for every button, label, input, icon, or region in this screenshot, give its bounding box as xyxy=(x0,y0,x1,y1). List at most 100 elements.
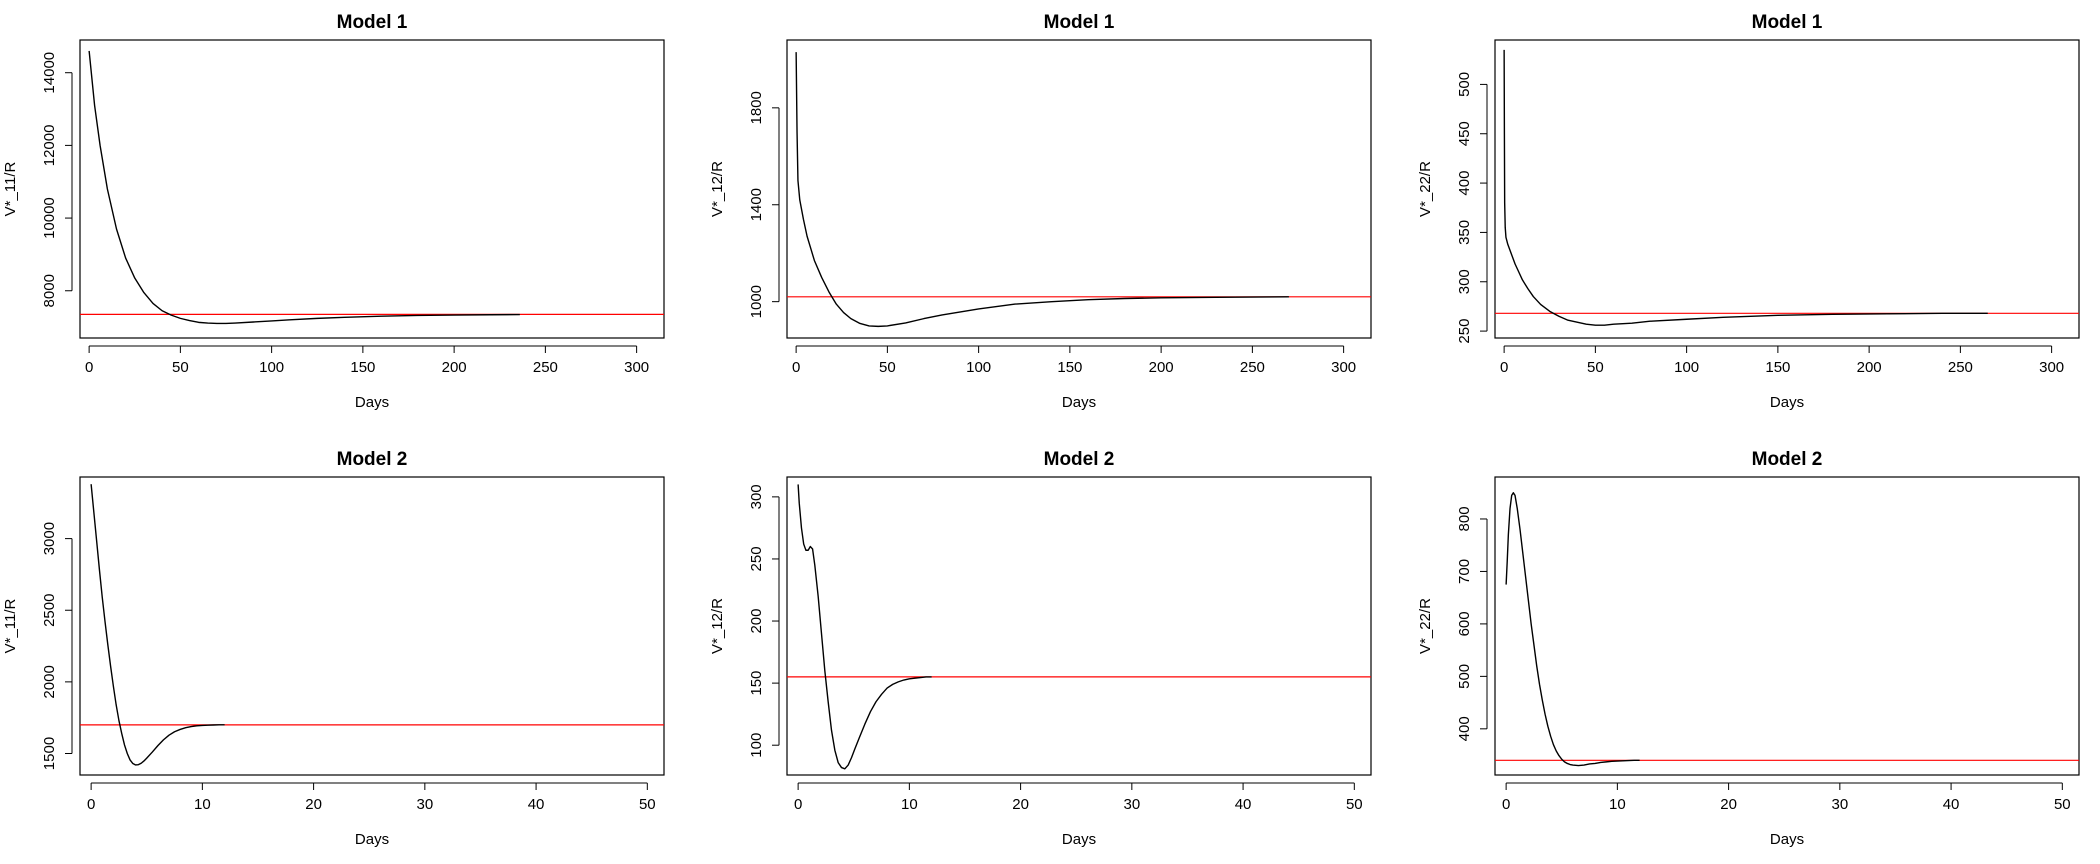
plot-frame xyxy=(786,39,1372,339)
x-tick-label: 50 xyxy=(1346,796,1363,813)
y-tick-label: 1800 xyxy=(748,91,765,124)
chart-title: Model 2 xyxy=(337,449,408,470)
series-line xyxy=(1505,492,1640,767)
chart-title: Model 1 xyxy=(1044,12,1115,33)
x-tick-label: 40 xyxy=(1943,796,1960,813)
x-tick-label: 20 xyxy=(1720,796,1737,813)
y-tick-label: 200 xyxy=(748,609,765,634)
x-tick-label: 250 xyxy=(1948,359,1973,376)
x-tick-label: 30 xyxy=(1831,796,1848,813)
chart-panel-6: Model 2 0 10 20 30 40 50 400 500 600 700 800 Days V*_… xyxy=(1417,449,2080,848)
x-tick-label: 150 xyxy=(1765,359,1790,376)
y-axis-label: V*_12/R xyxy=(709,161,726,217)
x-axis-label: Days xyxy=(1770,394,1804,411)
chart-panel-2: Model 1 0 50 100 150 200 250 300 1000 1400 1800 Day… xyxy=(709,12,1372,411)
plot-frame xyxy=(79,476,665,776)
x-tick-label: 50 xyxy=(172,359,189,376)
plot-frame xyxy=(1494,39,2080,339)
x-tick-label: 0 xyxy=(792,359,800,376)
chart-panel-4: Model 2 0 10 20 30 40 50 1500 2000 2500 3000 Days V*… xyxy=(2,449,665,848)
series-line xyxy=(90,484,225,766)
y-tick-label: 8000 xyxy=(41,274,58,307)
chart-title: Model 1 xyxy=(1752,12,1823,33)
y-tick-label: 600 xyxy=(1456,611,1473,636)
x-tick-label: 50 xyxy=(879,359,896,376)
x-tick-label: 0 xyxy=(87,796,95,813)
y-tick-label: 300 xyxy=(1456,269,1473,294)
series-line xyxy=(797,484,932,770)
plot-frame xyxy=(79,39,665,339)
x-axis-label: Days xyxy=(1062,831,1096,848)
x-tick-label: 0 xyxy=(794,796,802,813)
x-tick-label: 20 xyxy=(305,796,322,813)
y-tick-label: 14000 xyxy=(41,52,58,94)
plot-frame xyxy=(1494,476,2080,776)
chart-title: Model 2 xyxy=(1752,449,1823,470)
chart-panel-1: Model 1 0 50 100 150 200 250 300 8000 10000 12000 1… xyxy=(2,12,665,411)
y-tick-label: 150 xyxy=(748,671,765,696)
y-tick-label: 450 xyxy=(1456,121,1473,146)
x-tick-label: 300 xyxy=(624,359,649,376)
x-tick-label: 250 xyxy=(533,359,558,376)
x-tick-label: 30 xyxy=(1123,796,1140,813)
x-tick-label: 100 xyxy=(1674,359,1699,376)
y-tick-label: 250 xyxy=(1456,319,1473,344)
y-axis-label: V*_22/R xyxy=(1417,161,1434,217)
x-tick-label: 250 xyxy=(1240,359,1265,376)
y-tick-label: 3000 xyxy=(41,522,58,555)
chart-title: Model 1 xyxy=(337,12,408,33)
series-line xyxy=(795,52,1289,328)
x-axis-label: Days xyxy=(1770,831,1804,848)
y-tick-label: 1500 xyxy=(41,737,58,770)
plot-frame xyxy=(786,476,1372,776)
y-tick-label: 800 xyxy=(1456,506,1473,531)
x-tick-label: 200 xyxy=(1857,359,1882,376)
y-tick-label: 350 xyxy=(1456,220,1473,245)
x-tick-label: 50 xyxy=(639,796,656,813)
x-tick-label: 10 xyxy=(901,796,918,813)
x-axis-label: Days xyxy=(355,394,389,411)
y-tick-label: 400 xyxy=(1456,716,1473,741)
x-tick-label: 300 xyxy=(2039,359,2064,376)
y-tick-label: 500 xyxy=(1456,664,1473,689)
x-tick-label: 0 xyxy=(1500,359,1508,376)
x-tick-label: 0 xyxy=(85,359,93,376)
x-tick-label: 100 xyxy=(259,359,284,376)
x-tick-label: 300 xyxy=(1331,359,1356,376)
x-tick-label: 40 xyxy=(528,796,545,813)
y-axis-label: V*_11/R xyxy=(2,161,19,216)
x-tick-label: 0 xyxy=(1502,796,1510,813)
y-tick-label: 500 xyxy=(1456,72,1473,97)
x-tick-label: 20 xyxy=(1012,796,1029,813)
x-tick-label: 200 xyxy=(442,359,467,376)
chart-title: Model 2 xyxy=(1044,449,1115,470)
x-tick-label: 150 xyxy=(1057,359,1082,376)
series-line xyxy=(88,50,520,325)
y-tick-label: 100 xyxy=(748,733,765,758)
x-tick-label: 30 xyxy=(416,796,433,813)
y-tick-label: 700 xyxy=(1456,559,1473,584)
y-axis-label: V*_11/R xyxy=(2,598,19,653)
x-tick-label: 10 xyxy=(1609,796,1626,813)
x-axis-label: Days xyxy=(1062,394,1096,411)
y-tick-label: 250 xyxy=(748,546,765,571)
x-axis-label: Days xyxy=(355,831,389,848)
y-tick-label: 10000 xyxy=(41,197,58,239)
chart-panel-5: Model 2 0 10 20 30 40 50 100 150 200 250 300 Days V*_… xyxy=(709,449,1372,848)
y-tick-label: 300 xyxy=(748,484,765,509)
y-tick-label: 12000 xyxy=(41,125,58,167)
y-tick-label: 2500 xyxy=(41,594,58,627)
y-tick-label: 2000 xyxy=(41,665,58,698)
x-tick-label: 200 xyxy=(1149,359,1174,376)
x-tick-label: 10 xyxy=(194,796,211,813)
x-tick-label: 40 xyxy=(1235,796,1252,813)
y-axis-label: V*_22/R xyxy=(1417,598,1434,654)
x-tick-label: 50 xyxy=(2054,796,2071,813)
x-tick-label: 50 xyxy=(1587,359,1604,376)
x-tick-label: 150 xyxy=(350,359,375,376)
x-tick-label: 100 xyxy=(966,359,991,376)
y-axis-label: V*_12/R xyxy=(709,598,726,654)
y-tick-label: 400 xyxy=(1456,171,1473,196)
y-tick-label: 1000 xyxy=(748,285,765,318)
